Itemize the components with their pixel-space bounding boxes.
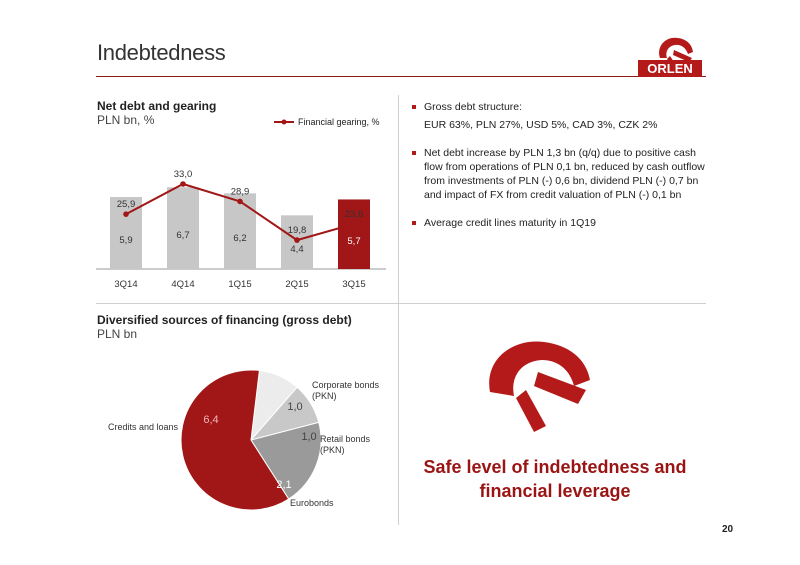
bar — [338, 199, 370, 269]
logo-box — [638, 60, 702, 77]
bar — [224, 193, 256, 269]
pie-value-label: 1,0 — [301, 431, 316, 443]
gearing-point — [294, 237, 300, 243]
gearing-point — [123, 211, 129, 217]
page-number: 20 — [722, 524, 734, 535]
chart-legend: Financial gearing, % — [274, 117, 380, 127]
gearing-point — [351, 221, 357, 227]
page-title: Indebtedness — [97, 40, 226, 65]
bar-value-label: 6,2 — [233, 233, 246, 244]
bullet-item: Gross debt structure: EUR 63%, PLN 27%, … — [410, 100, 710, 132]
orlen-eagle-icon — [489, 341, 590, 432]
pie-value-label: 6,4 — [203, 414, 218, 426]
gearing-value-label: 28,9 — [231, 186, 250, 197]
gearing-point — [180, 181, 186, 187]
pie-category-label: (PKN) — [320, 445, 345, 455]
x-tick-label: 4Q14 — [171, 279, 194, 290]
bullet-text: Average credit lines maturity in 1Q19 — [424, 217, 596, 229]
legend-label: Financial gearing, % — [298, 117, 380, 127]
pie-slice — [180, 369, 290, 511]
pie-category-label: Retail bonds — [320, 434, 371, 444]
pie-category-label: (PKN) — [312, 391, 337, 401]
bar — [167, 187, 199, 269]
x-tick-label: 3Q14 — [114, 279, 137, 290]
bar-value-label: 5,9 — [119, 235, 132, 246]
pie-value-label: 1,0 — [287, 401, 302, 413]
net-debt-chart: Financial gearing, % 5,9 6,7 6,2 4,4 5,7 25,… — [96, 117, 386, 290]
x-tick-label: 1Q15 — [228, 279, 251, 290]
bar-value-label: 6,7 — [176, 230, 189, 241]
title-divider — [96, 76, 706, 77]
logo-text: ORLEN — [647, 61, 693, 76]
gearing-value-label: 23,6 — [345, 209, 364, 220]
gearing-value-label: 19,8 — [288, 225, 307, 236]
bullet-text: Net debt increase by PLN 1,3 bn (q/q) du… — [424, 147, 705, 201]
callout-line: financial leverage — [479, 481, 631, 501]
pie-category-label: Credits and loans — [108, 422, 179, 432]
legend-marker — [281, 119, 287, 125]
orlen-logo: ORLEN — [638, 37, 702, 77]
bullet-list: Gross debt structure: EUR 63%, PLN 27%, … — [410, 100, 710, 244]
bullet-text: EUR 63%, PLN 27%, USD 5%, CAD 3%, CZK 2% — [424, 119, 658, 131]
callout-line: Safe level of indebtedness and — [423, 457, 687, 477]
financing-title: Diversified sources of financing (gross … — [97, 313, 352, 327]
bar-value-label: 4,4 — [290, 244, 303, 255]
bullet-item: Average credit lines maturity in 1Q19 — [410, 216, 710, 230]
bullet-item: Net debt increase by PLN 1,3 bn (q/q) du… — [410, 146, 710, 202]
gearing-value-label: 25,9 — [117, 199, 136, 210]
net-debt-title: Net debt and gearing — [97, 99, 217, 113]
gearing-point — [237, 198, 243, 205]
x-tick-label: 3Q15 — [342, 279, 365, 290]
financing-subtitle: PLN bn — [97, 327, 138, 341]
gearing-value-label: 33,0 — [174, 169, 193, 180]
bullet-text: Gross debt structure: — [424, 101, 523, 113]
pie-category-label: Eurobonds — [290, 498, 334, 508]
bar-value-label: 5,7 — [347, 236, 360, 247]
pie-value-label: 2,1 — [276, 479, 291, 491]
section-divider-vertical — [398, 95, 399, 525]
x-tick-label: 2Q15 — [285, 279, 308, 290]
callout-text: Safe level of indebtedness and financial… — [420, 455, 690, 503]
pie-category-label: Corporate bonds — [312, 380, 380, 390]
net-debt-subtitle: PLN bn, % — [97, 113, 155, 127]
pie-slice — [250, 421, 322, 500]
section-divider-horizontal — [96, 303, 706, 304]
